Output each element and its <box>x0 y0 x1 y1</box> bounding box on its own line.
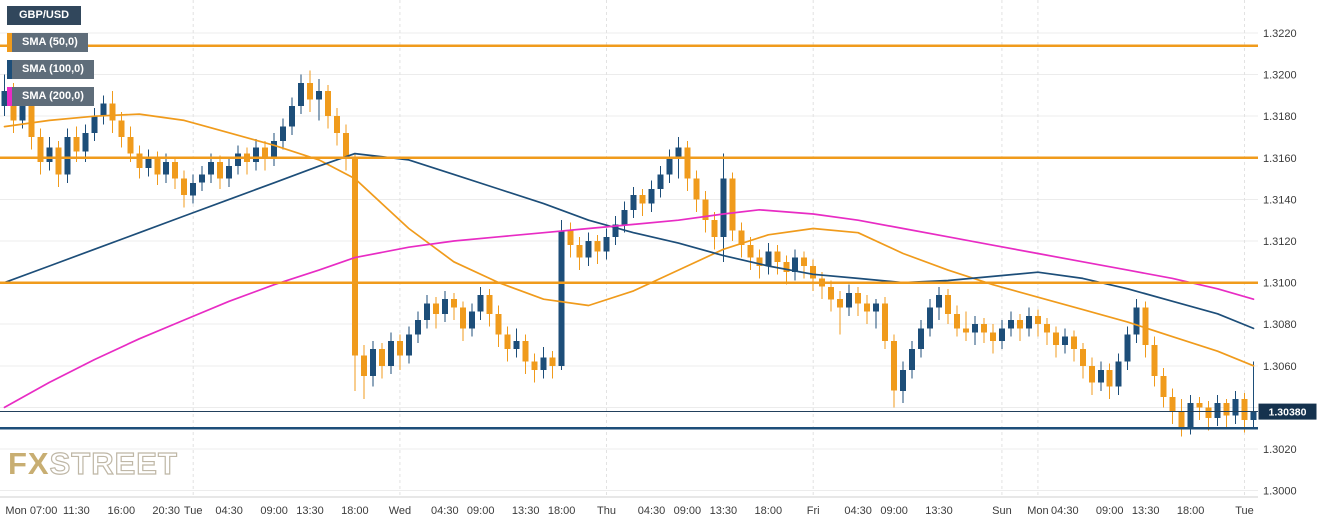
svg-text:18:00: 18:00 <box>548 505 576 517</box>
svg-text:13:30: 13:30 <box>512 505 540 517</box>
svg-text:20:30: 20:30 <box>152 505 180 517</box>
svg-text:11:30: 11:30 <box>63 505 90 517</box>
svg-text:18:00: 18:00 <box>341 505 369 517</box>
svg-text:1.3180: 1.3180 <box>1263 111 1297 123</box>
svg-text:04:30: 04:30 <box>215 505 243 517</box>
svg-text:1.3160: 1.3160 <box>1263 153 1297 165</box>
price-axis[interactable]: 1.3220 1.3200 1.3180 1.3160 1.3140 1.3120 1.31… <box>1263 28 1297 498</box>
svg-text:Mon: Mon <box>1027 505 1048 517</box>
svg-text:Tue: Tue <box>1235 505 1254 517</box>
indicator-badge-sma-200[interactable]: SMA (200,0) <box>7 87 94 106</box>
sma-line-0 <box>3 113 1255 367</box>
svg-text:18:00: 18:00 <box>1177 505 1205 517</box>
sma-200-color-chip <box>7 87 12 106</box>
svg-text:09:00: 09:00 <box>880 505 908 517</box>
svg-text:1.3080: 1.3080 <box>1263 319 1297 331</box>
svg-text:1.3060: 1.3060 <box>1263 361 1297 373</box>
svg-text:1.30380: 1.30380 <box>1269 407 1307 419</box>
svg-text:1.3200: 1.3200 <box>1263 70 1297 82</box>
sma-100-color-chip <box>7 60 12 79</box>
price-gridlines <box>0 32 1258 492</box>
svg-text:Fri: Fri <box>807 505 820 517</box>
svg-text:1.3140: 1.3140 <box>1263 194 1297 206</box>
svg-text:1.3020: 1.3020 <box>1263 444 1297 456</box>
svg-text:13:30: 13:30 <box>1132 505 1160 517</box>
indicator-label: SMA (50,0) <box>12 33 88 52</box>
svg-text:04:30: 04:30 <box>1051 505 1079 517</box>
svg-text:04:30: 04:30 <box>431 505 459 517</box>
svg-text:Tue: Tue <box>184 505 203 517</box>
horizontal-level-lines[interactable] <box>0 44 1258 430</box>
svg-text:04:30: 04:30 <box>638 505 666 517</box>
svg-text:13:30: 13:30 <box>296 505 324 517</box>
current-price-badge: 1.30380 <box>1258 403 1317 420</box>
indicator-label: SMA (200,0) <box>12 87 94 106</box>
sma-line-1 <box>3 152 1255 330</box>
sma-50-color-chip <box>7 33 12 52</box>
svg-text:18:00: 18:00 <box>755 505 783 517</box>
svg-text:09:00: 09:00 <box>260 505 288 517</box>
svg-text:13:30: 13:30 <box>925 505 953 517</box>
legend: GBP/USD SMA (50,0) SMA (100,0) SMA (200,… <box>0 0 220 120</box>
svg-text:1.3000: 1.3000 <box>1263 486 1297 498</box>
svg-text:1.3220: 1.3220 <box>1263 28 1297 40</box>
svg-text:09:00: 09:00 <box>467 505 495 517</box>
svg-text:16:00: 16:00 <box>108 505 136 517</box>
symbol-badge[interactable]: GBP/USD <box>7 6 82 25</box>
candles-layer <box>1 70 1257 437</box>
svg-text:1.3120: 1.3120 <box>1263 236 1297 248</box>
svg-text:Sun: Sun <box>992 505 1012 517</box>
svg-text:Thu: Thu <box>597 505 616 517</box>
indicator-badge-sma-50[interactable]: SMA (50,0) <box>7 33 88 52</box>
svg-text:Mon 07:00: Mon 07:00 <box>5 505 57 517</box>
svg-text:Wed: Wed <box>389 505 411 517</box>
svg-text:1.3100: 1.3100 <box>1263 278 1297 290</box>
svg-text:04:30: 04:30 <box>844 505 872 517</box>
indicator-label: SMA (100,0) <box>12 60 94 79</box>
time-axis[interactable]: Mon 07:00 11:30 16:00 20:30 Tue 04:30 09:00 13:… <box>5 505 1253 517</box>
svg-text:09:00: 09:00 <box>674 505 702 517</box>
indicator-badge-sma-100[interactable]: SMA (100,0) <box>7 60 94 79</box>
svg-text:09:00: 09:00 <box>1096 505 1124 517</box>
svg-text:13:30: 13:30 <box>710 505 738 517</box>
sma-line-2 <box>3 208 1255 409</box>
